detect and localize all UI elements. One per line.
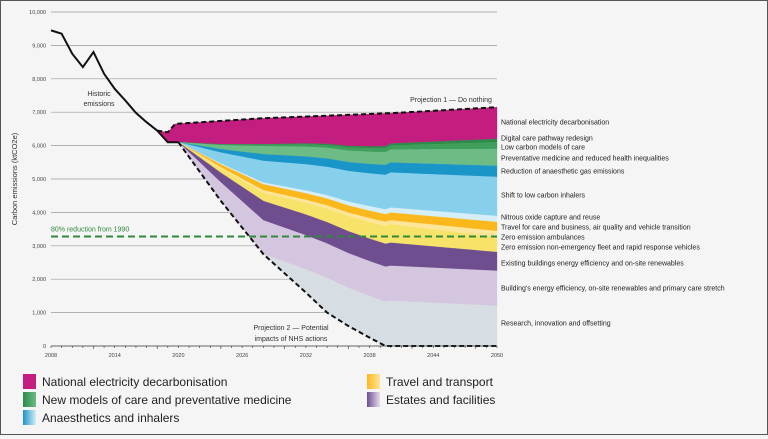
legend-item-care-models: New models of care and preventative medi… — [23, 392, 291, 407]
projection-1-label: Projection 1 — Do nothing — [410, 97, 492, 104]
series-label: Building's energy efficiency, on-site re… — [501, 286, 725, 293]
legend-label: Travel and transport — [386, 374, 493, 389]
series-label: Zero emission non-emergency fleet and ra… — [501, 245, 700, 252]
x-tick-label: 2008 — [45, 353, 57, 359]
series-label: Zero emission ambulances — [501, 235, 585, 242]
series-label: Research, innovation and offsetting — [501, 321, 611, 328]
projection-2-label: Projection 2 — Potential — [253, 325, 329, 332]
legend-label: Anaesthetics and inhalers — [42, 410, 180, 425]
series-label: Preventative medicine and reduced health… — [501, 156, 669, 163]
legend-item-electricity: National electricity decarbonisation — [23, 374, 227, 389]
series-label: Nitrous oxide capture and reuse — [501, 215, 600, 222]
legend-label: New models of care and preventative medi… — [42, 392, 292, 407]
series-label: Shift to low carbon inhalers — [501, 193, 586, 200]
y-tick-label: 1,000 — [32, 311, 46, 317]
x-tick-label: 2044 — [427, 353, 439, 359]
y-tick-label: 8,000 — [32, 77, 46, 83]
y-tick-label: 9,000 — [32, 43, 46, 49]
legend-label: National electricity decarbonisation — [42, 374, 228, 389]
y-tick-label: 4,000 — [32, 210, 46, 216]
y-tick-label: 0 — [43, 344, 46, 350]
x-tick-label: 2020 — [172, 353, 184, 359]
x-tick-label: 2014 — [109, 353, 121, 359]
legend-swatch — [23, 374, 36, 389]
projection-2-label: impacts of NHS actions — [255, 336, 328, 343]
x-tick-label: 2050 — [491, 353, 503, 359]
series-label: Existing buildings energy efficiency and… — [501, 261, 684, 268]
series-label: Digital care pathway redesign — [501, 136, 593, 143]
area-band-0 — [156, 107, 498, 147]
legend-item-travel: Travel and transport — [367, 374, 493, 389]
target-label: 80% reduction from 1990 — [51, 226, 129, 233]
historic-label: emissions — [83, 101, 115, 108]
x-tick-label: 2038 — [363, 353, 375, 359]
historic-label: Historic — [87, 91, 111, 98]
projection-1-line — [157, 106, 498, 134]
legend-item-anaesthetics: Anaesthetics and inhalers — [23, 410, 179, 425]
series-label: Low carbon models of care — [501, 145, 585, 152]
legend-label: Estates and facilities — [386, 392, 496, 407]
y-tick-label: 5,000 — [32, 177, 46, 183]
series-label: Reduction of anaesthetic gas emissions — [501, 169, 625, 176]
y-tick-label: 3,000 — [32, 244, 46, 250]
historic-line — [50, 29, 179, 144]
legend-swatch — [23, 410, 36, 425]
y-tick-label: 6,000 — [32, 144, 46, 150]
series-label: Travel for care and business, air qualit… — [501, 225, 691, 232]
x-tick-label: 2032 — [300, 353, 312, 359]
legend-swatch — [367, 374, 380, 389]
legend-item-estates: Estates and facilities — [367, 392, 495, 407]
legend-swatch — [367, 392, 380, 407]
y-tick-label: 10,000 — [29, 10, 46, 16]
y-tick-label: 7,000 — [32, 110, 46, 116]
series-label: National electricity decarbonisation — [501, 120, 609, 127]
legend-swatch — [23, 392, 36, 407]
y-tick-label: 2,000 — [32, 277, 46, 283]
y-axis-label: Carbon emissions (ktCO2e) — [10, 132, 19, 225]
x-tick-label: 2026 — [236, 353, 248, 359]
